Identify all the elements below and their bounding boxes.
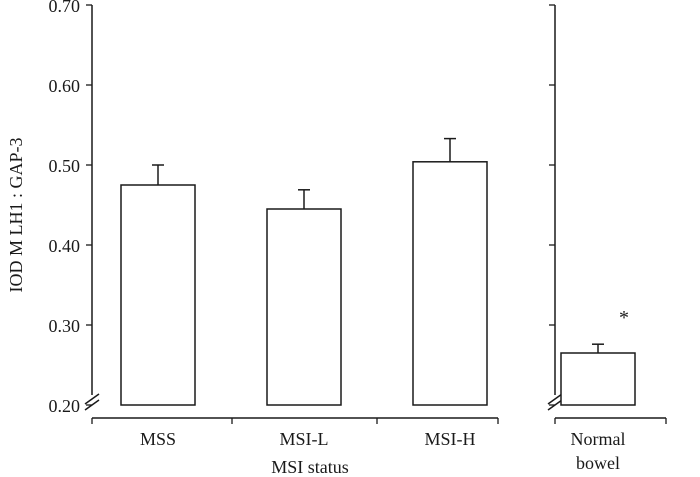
x-tick-label: Normal: [571, 429, 626, 449]
axis-break-mark: [84, 393, 100, 405]
axis-break-mark: [547, 393, 563, 405]
x-tick-label: bowel: [576, 453, 620, 473]
y-tick-label: 0.50: [49, 156, 81, 176]
y-axis-label: IOD M LH1 : GAP-3: [6, 138, 26, 293]
bar: [560, 352, 636, 406]
y-tick-label: 0.60: [49, 76, 81, 96]
y-tick-label: 0.40: [49, 236, 81, 256]
x-tick-label: MSI-H: [424, 429, 475, 449]
x-tick-label: MSI-L: [280, 429, 329, 449]
x-tick-label: MSS: [140, 429, 176, 449]
significance-marker: *: [619, 307, 629, 329]
y-tick-label: 0.70: [49, 0, 81, 16]
bar: [412, 161, 488, 406]
panel-msi-groups: 0.20 0.30 0.40 0.50 0.60 0.70 MSS MSI-L MSI-H: [49, 0, 499, 449]
y-tick-label: 0.30: [49, 316, 81, 336]
x-axis-label: MSI status: [271, 457, 349, 477]
panel-normal-bowel: * Normal bowel: [547, 4, 667, 473]
y-tick-label: 0.20: [49, 396, 81, 416]
bar: [120, 184, 196, 406]
bar: [266, 208, 342, 406]
